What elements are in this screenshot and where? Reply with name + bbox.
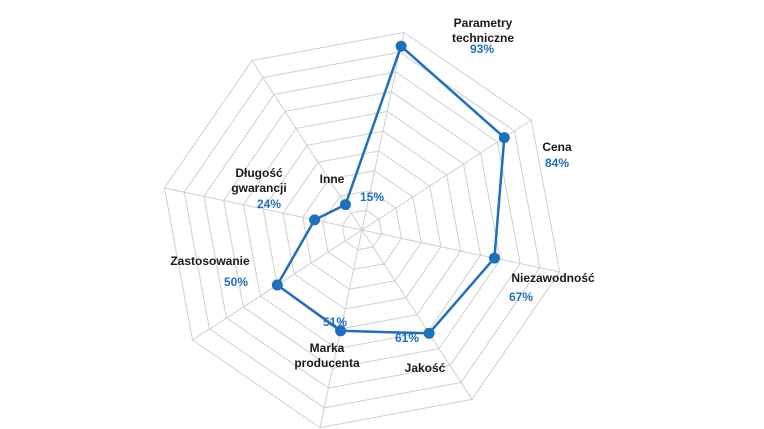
category-label: Inne (320, 172, 345, 186)
category-label-line: Długość (235, 166, 283, 180)
category-label-line: Niezawodność (511, 271, 595, 285)
data-point (271, 279, 283, 291)
value-label: 50% (224, 275, 248, 289)
category-label-line: gwarancji (231, 181, 286, 195)
grid-spoke (164, 187, 363, 231)
category-label: Jakość (405, 361, 446, 375)
grid-spoke (361, 229, 473, 400)
data-point (340, 199, 351, 211)
value-label: 61% (395, 331, 419, 345)
category-label: Cena (542, 140, 572, 154)
category-label-line: Jakość (405, 361, 446, 375)
grid-spoke (361, 32, 405, 231)
category-label-line: producenta (294, 356, 360, 370)
value-label: 24% (257, 197, 281, 211)
category-label-line: Zastosowanie (170, 254, 250, 268)
value-label: 15% (360, 190, 384, 204)
data-point (498, 132, 510, 144)
value-label: 93% (470, 42, 494, 56)
radar-series (271, 40, 510, 339)
category-label-line: Inne (320, 172, 345, 186)
radar-grid (163, 31, 561, 429)
data-point (335, 325, 347, 337)
category-label: Marka producenta (294, 341, 360, 370)
value-label: 51% (323, 315, 347, 329)
category-label-line: Cena (542, 140, 572, 154)
category-label-line: Parametry (454, 16, 513, 30)
grid-spoke (361, 229, 560, 273)
category-label: Zastosowanie (170, 254, 250, 268)
series-line (276, 44, 506, 335)
data-point (309, 214, 321, 226)
data-point (395, 40, 407, 52)
category-label-line: Marka (310, 341, 345, 355)
data-point (488, 252, 500, 264)
category-label-line: techniczne (452, 31, 514, 45)
category-label: Niezawodność (511, 271, 595, 285)
data-point (423, 327, 435, 339)
value-label: 84% (545, 156, 569, 170)
category-label: Parametry techniczne (452, 16, 514, 45)
category-label: Długość gwarancji (231, 166, 286, 195)
value-label: 67% (509, 290, 533, 304)
